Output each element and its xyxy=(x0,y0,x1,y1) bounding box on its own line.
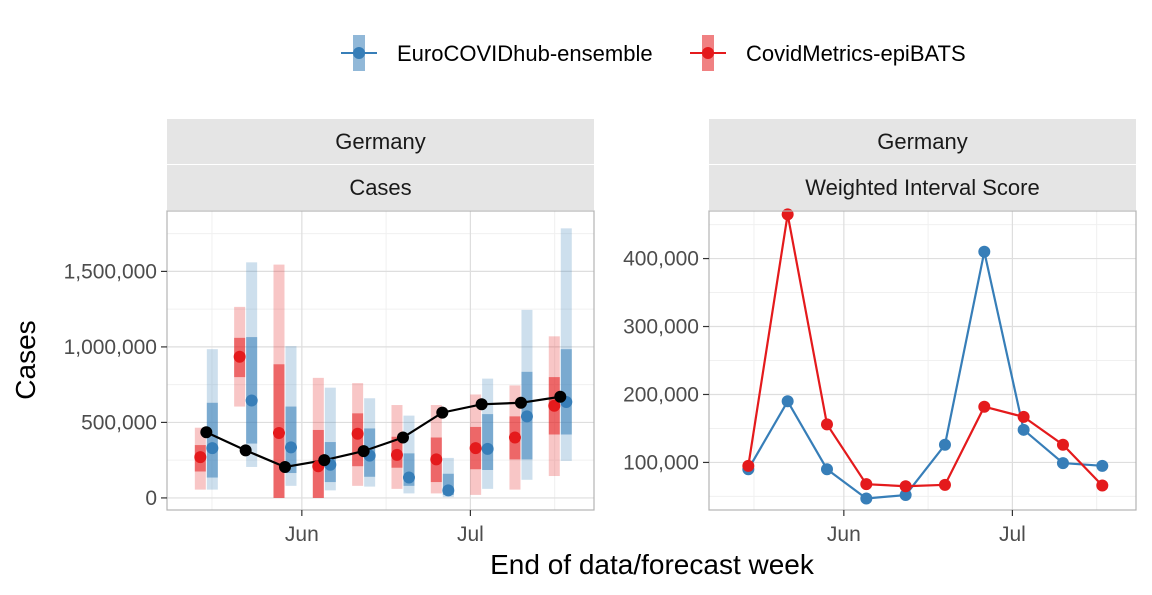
cases-observed-point xyxy=(436,406,449,419)
cases-y-tick-label: 1,000,000 xyxy=(64,336,157,359)
legend-point-ensemble xyxy=(353,47,365,59)
legend-item-epibats: CovidMetrics-epiBATS xyxy=(690,35,966,71)
wis-line-ensemble xyxy=(747,251,1103,500)
cases-median-point-ensemble xyxy=(206,442,219,455)
wis-y-tick-label: 200,000 xyxy=(623,383,699,406)
wis-point-epibats xyxy=(860,478,873,491)
cases-y-tick-label: 1,500,000 xyxy=(64,260,157,283)
right-strip-top xyxy=(709,119,1136,164)
cases-band90-ensemble xyxy=(560,228,572,461)
left-panel-strips: Germany Cases xyxy=(167,119,594,210)
wis-point-epibats xyxy=(938,478,951,491)
left-panel-plot: 0 500,000 1,000,000 1,500,000 Jun Jul xyxy=(64,210,595,546)
wis-point-epibats xyxy=(781,208,794,221)
left-strip-top xyxy=(167,119,594,164)
cases-observed-point xyxy=(475,398,488,411)
left-strip-target: Cases xyxy=(349,175,411,200)
legend-label-epibats: CovidMetrics-epiBATS xyxy=(746,41,966,66)
wis-point-epibats xyxy=(820,418,833,431)
cases-observed-point xyxy=(396,431,409,444)
cases-y-tick-label: 500,000 xyxy=(81,411,157,434)
x-axis-title: End of data/forecast week xyxy=(490,549,815,580)
cases-median-point-ensemble xyxy=(481,442,494,455)
left-strip-location: Germany xyxy=(335,129,425,154)
cases-y-tick-label: 0 xyxy=(145,487,157,510)
wis-point-ensemble xyxy=(938,438,951,451)
cases-observed-point xyxy=(239,444,252,457)
right-panel-plot: 100,000 200,000 300,000 400,000 Jun Jul xyxy=(623,208,1137,546)
cases-observed-point xyxy=(200,426,213,439)
wis-line-epibats xyxy=(747,214,1104,488)
wis-point-epibats xyxy=(978,400,991,413)
right-strip-location: Germany xyxy=(877,129,967,154)
cases-band90-ensemble xyxy=(324,387,336,491)
cases-median-point-epibats xyxy=(390,448,403,461)
right-panel-strips: Germany Weighted Interval Score xyxy=(709,119,1136,210)
cases-observed-point xyxy=(554,390,567,403)
cases-band50-ensemble xyxy=(403,453,415,486)
cases-median-point-epibats xyxy=(272,426,285,439)
legend-point-epibats xyxy=(702,47,714,59)
cases-median-point-epibats xyxy=(194,451,207,464)
wis-point-epibats xyxy=(742,459,755,472)
cases-band50-ensemble xyxy=(285,406,297,474)
cases-band50-ensemble xyxy=(482,414,494,470)
cases-observed-point xyxy=(514,396,527,409)
cases-panel-border xyxy=(166,210,595,511)
cases-x-tick-label: Jun xyxy=(285,523,319,546)
cases-median-point-epibats xyxy=(233,350,246,363)
y-axis-title: Cases xyxy=(10,320,41,399)
cases-observed-point xyxy=(357,445,370,458)
cases-observed-line xyxy=(205,395,561,469)
wis-point-ensemble xyxy=(1017,423,1030,436)
wis-point-epibats xyxy=(1017,410,1030,423)
cases-band50-ensemble xyxy=(442,473,454,495)
wis-point-ensemble xyxy=(820,463,833,476)
wis-y-tick-label: 300,000 xyxy=(623,316,699,339)
wis-point-ensemble xyxy=(1096,459,1109,472)
right-strip-metric: Weighted Interval Score xyxy=(805,175,1039,200)
wis-point-epibats xyxy=(1096,479,1109,492)
cases-band50-ensemble xyxy=(246,337,258,444)
wis-point-ensemble xyxy=(1056,457,1069,470)
cases-median-point-ensemble xyxy=(520,410,533,423)
cases-median-point-epibats xyxy=(548,399,561,412)
cases-x-tick-label: Jul xyxy=(457,523,484,546)
cases-median-point-epibats xyxy=(508,431,521,444)
cases-band50-ensemble xyxy=(560,349,572,435)
wis-point-epibats xyxy=(1056,438,1069,451)
cases-median-point-epibats xyxy=(430,453,443,466)
cases-band50-epibats xyxy=(352,413,364,467)
cases-observed-point xyxy=(278,460,291,473)
cases-band50-ensemble xyxy=(206,402,218,478)
wis-point-ensemble xyxy=(899,489,912,502)
legend-item-ensemble: EuroCOVIDhub-ensemble xyxy=(341,35,653,71)
cases-median-point-ensemble xyxy=(442,484,455,497)
legend: EuroCOVIDhub-ensemble CovidMetrics-epiBA… xyxy=(341,35,966,71)
wis-x-tick-label: Jul xyxy=(999,523,1026,546)
legend-label-ensemble: EuroCOVIDhub-ensemble xyxy=(397,41,653,66)
wis-y-tick-label: 100,000 xyxy=(623,451,699,474)
wis-x-tick-label: Jun xyxy=(827,523,861,546)
wis-point-ensemble xyxy=(860,492,873,505)
cases-median-point-ensemble xyxy=(284,441,297,454)
right-strip-bottom xyxy=(709,165,1136,210)
cases-median-point-epibats xyxy=(351,427,364,440)
wis-point-ensemble xyxy=(781,395,794,408)
cases-median-point-epibats xyxy=(469,442,482,455)
cases-median-point-ensemble xyxy=(402,471,415,484)
wis-panel-border xyxy=(708,210,1137,511)
wis-point-ensemble xyxy=(978,245,991,258)
wis-point-epibats xyxy=(899,480,912,493)
cases-median-point-ensemble xyxy=(245,394,258,407)
left-strip-bottom xyxy=(167,165,594,210)
wis-y-tick-label: 400,000 xyxy=(623,248,699,271)
cases-observed-point xyxy=(318,454,331,467)
